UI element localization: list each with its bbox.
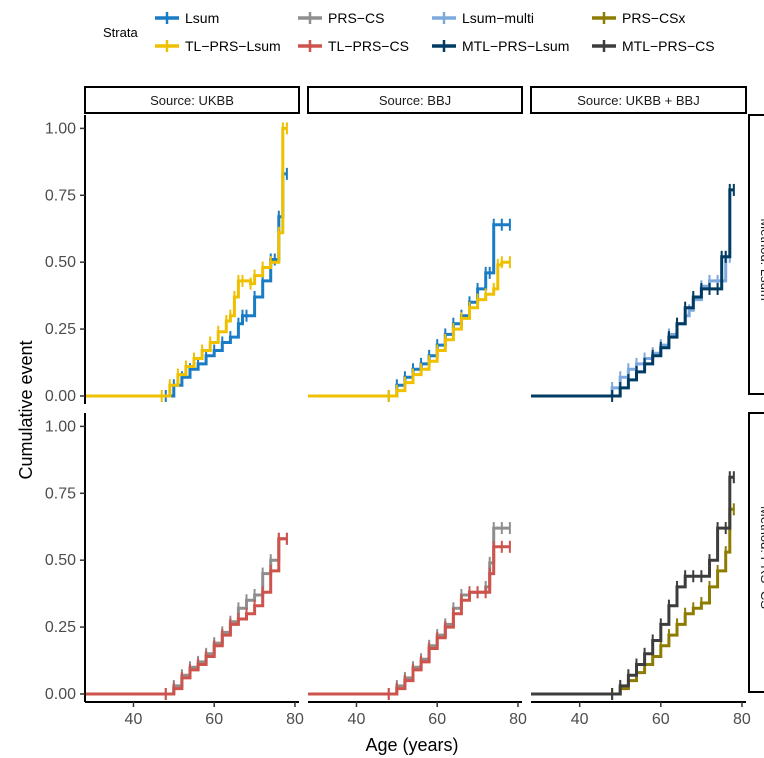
strip-label: Source: UKBB + BBJ xyxy=(577,93,699,108)
legend-title: Strata xyxy=(103,25,138,40)
legend-item: Lsum xyxy=(155,10,219,26)
series-line xyxy=(85,126,287,398)
strip-box xyxy=(748,412,764,693)
facet-panel: 0.00 0.25 0.50 0.75 1.00 xyxy=(45,115,288,405)
x-tick-label: 40 xyxy=(125,711,143,728)
y-tick-label: 0.50 xyxy=(45,254,76,271)
legend-item: TL−PRS−CS xyxy=(298,38,409,54)
strip-box xyxy=(84,86,300,114)
series-line xyxy=(531,475,734,696)
column-strip: Source: BBJ xyxy=(307,86,523,114)
x-tick-label: 60 xyxy=(652,711,670,728)
y-axis-title: Cumulative event xyxy=(16,340,36,479)
legend-item: Lsum−multi xyxy=(432,10,534,26)
series-line xyxy=(308,545,510,696)
facet-panel: 40 60 80 xyxy=(308,522,527,728)
legend-item: MTL−PRS−CS xyxy=(592,38,715,54)
column-strip: Source: UKBB + BBJ xyxy=(530,86,747,114)
legend-label: PRS−CS xyxy=(328,10,384,26)
facet-panel: 0.00 0.25 0.50 0.75 1.00 40 60 80 xyxy=(45,413,304,728)
facet-panel xyxy=(531,183,735,402)
axes: Age (years) Cumulative event xyxy=(16,340,459,755)
legend-label: TL−PRS−CS xyxy=(328,38,409,54)
legend-item: TL−PRS−Lsum xyxy=(155,38,281,54)
series-line xyxy=(531,188,734,398)
y-tick-label: 0.00 xyxy=(45,686,76,703)
y-tick-label: 0.50 xyxy=(45,552,76,569)
x-tick-label: 80 xyxy=(509,711,527,728)
legend-label: Lsum−multi xyxy=(462,10,534,26)
x-tick-label: 80 xyxy=(733,711,751,728)
legend-label: Lsum xyxy=(185,10,219,26)
legend: Strata Lsum PRS−CS Lsum−multi PRS−CSx TL−PRS… xyxy=(103,10,715,54)
legend-item: PRS−CSx xyxy=(592,10,685,26)
strip-label: Method: Lsum xyxy=(758,218,764,300)
row-strip: Method: PRS−CS xyxy=(748,412,764,693)
y-tick-label: 0.25 xyxy=(45,321,76,338)
x-tick-label: 60 xyxy=(428,711,446,728)
legend-item: MTL−PRS−Lsum xyxy=(432,38,569,54)
x-tick-label: 60 xyxy=(205,711,223,728)
x-tick-label: 80 xyxy=(286,711,304,728)
strip-box xyxy=(307,86,523,114)
series-line xyxy=(85,537,287,696)
y-tick-label: 0.00 xyxy=(45,388,76,405)
series-line xyxy=(308,526,510,696)
series-line xyxy=(85,537,287,696)
legend-label: MTL−PRS−Lsum xyxy=(462,38,569,54)
series-line xyxy=(531,255,730,398)
strip-label: Source: BBJ xyxy=(379,93,451,108)
legend-item: PRS−CS xyxy=(298,10,384,26)
y-tick-label: 0.75 xyxy=(45,485,76,502)
x-tick-label: 40 xyxy=(571,711,589,728)
x-tick-label: 40 xyxy=(348,711,366,728)
legend-label: PRS−CSx xyxy=(622,10,685,26)
y-tick-label: 1.00 xyxy=(45,418,76,435)
strip-box xyxy=(748,114,764,395)
strip-box xyxy=(530,86,747,114)
series-line xyxy=(531,507,734,696)
y-tick-label: 0.25 xyxy=(45,619,76,636)
y-tick-label: 1.00 xyxy=(45,120,76,137)
strip-label: Source: UKBB xyxy=(150,93,234,108)
x-axis-title: Age (years) xyxy=(365,735,458,755)
legend-label: MTL−PRS−CS xyxy=(622,38,715,54)
strip-label: Method: PRS−CS xyxy=(758,506,764,609)
facet-panel xyxy=(308,218,511,402)
column-strip: Source: UKBB xyxy=(84,86,300,114)
legend-label: TL−PRS−Lsum xyxy=(185,38,281,54)
panels: Source: UKBB Source: BBJ Source: UKBB + BB… xyxy=(45,86,764,728)
row-strip: Method: Lsum xyxy=(748,114,764,395)
facet-panel: 40 60 80 xyxy=(531,471,751,728)
y-tick-label: 0.75 xyxy=(45,187,76,204)
series-line xyxy=(308,223,510,398)
